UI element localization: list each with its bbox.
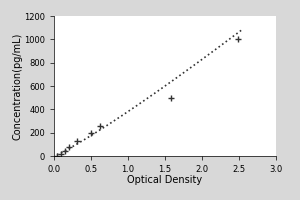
Y-axis label: Concentration(pg/mL): Concentration(pg/mL) [13, 32, 22, 140]
X-axis label: Optical Density: Optical Density [128, 175, 202, 185]
